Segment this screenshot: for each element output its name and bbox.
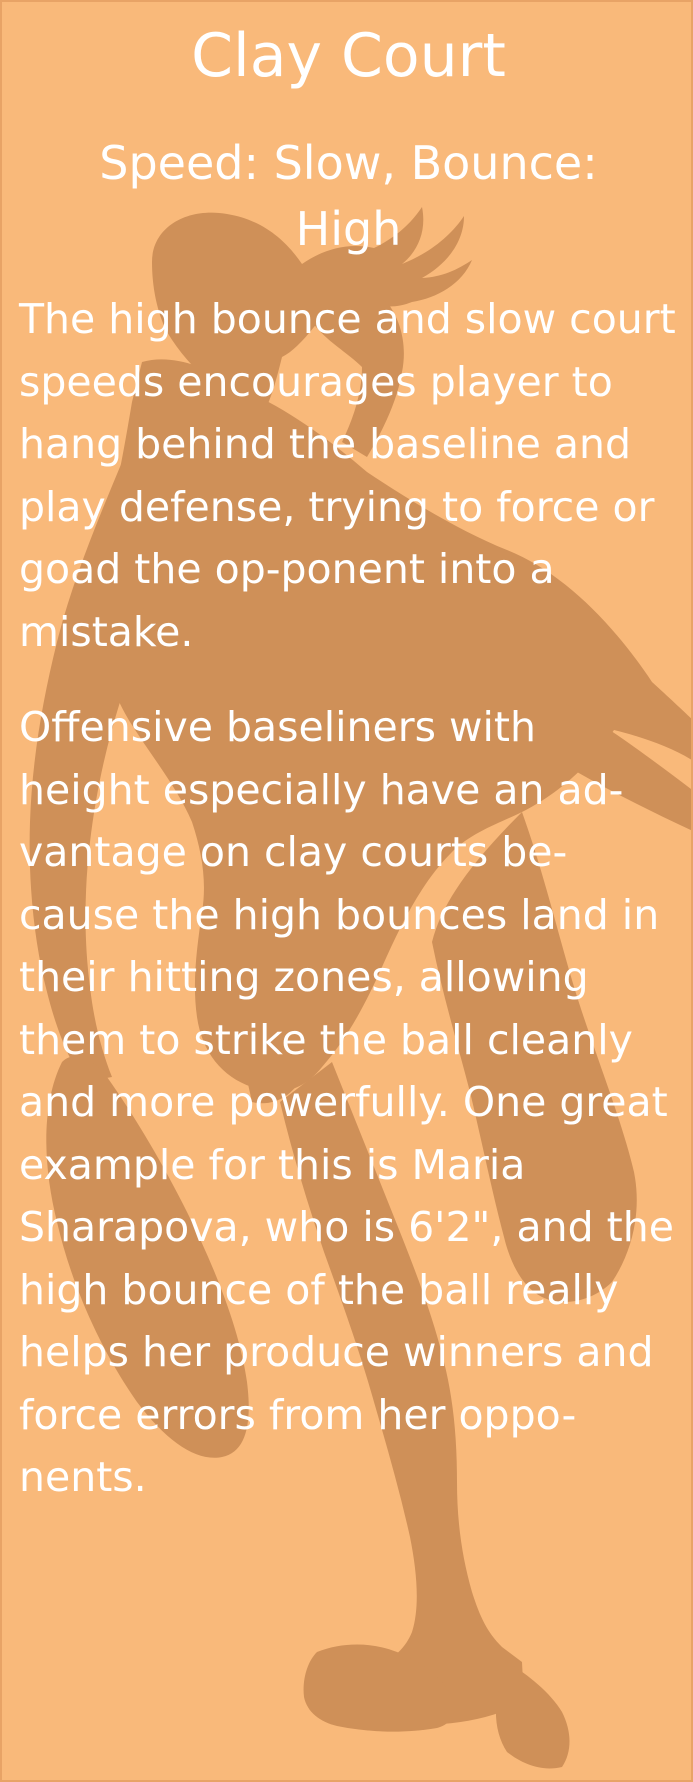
- panel-subtitle: Speed: Slow, Bounce: High: [99, 136, 598, 256]
- panel-title: Clay Court: [191, 21, 506, 91]
- paragraph-slow-court: The high bounce and slow court speeds en…: [19, 295, 676, 656]
- paragraph-offensive-baseliners: Offensive baseliners with height especia…: [19, 703, 674, 1501]
